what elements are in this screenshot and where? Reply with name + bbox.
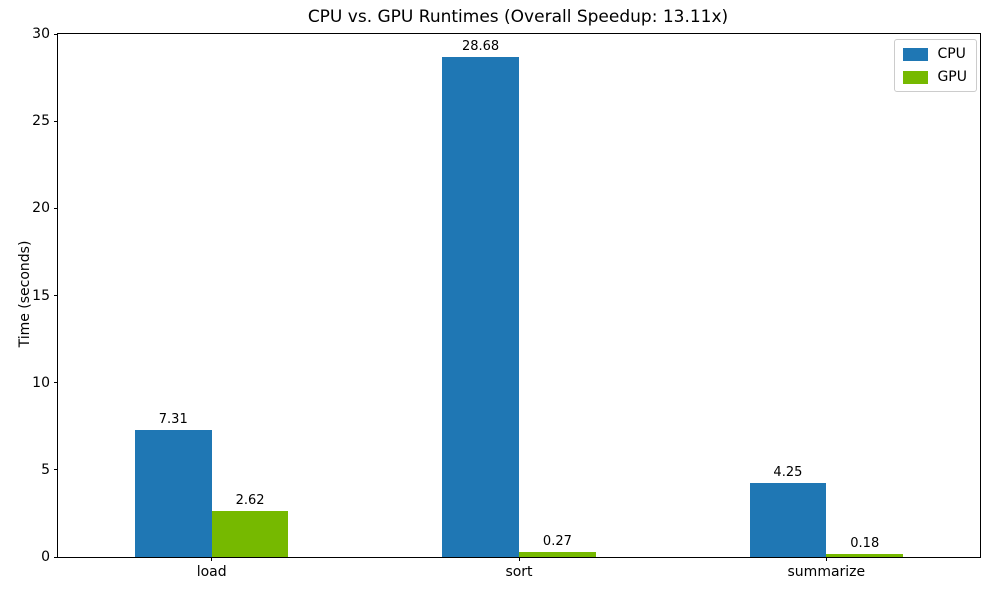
y-tick-label: 30 [32,26,50,42]
bar-value-label: 28.68 [461,39,500,55]
y-tick-mark [54,382,58,384]
legend-label: CPU [937,46,966,62]
bar-gpu-load [211,511,289,557]
bar-gpu-sort [519,552,596,557]
x-tick-mark [211,557,213,561]
x-tick-mark [518,557,520,561]
y-tick-label: 20 [32,200,50,217]
y-tick-label: 25 [32,113,50,130]
legend: CPU GPU [894,39,977,92]
bar-cpu-sort [442,57,519,557]
legend-entry-cpu: CPU [903,46,967,62]
x-tick-label-sort: sort [505,564,533,580]
legend-swatch-cpu [903,47,929,61]
y-tick-label: 15 [32,287,50,304]
plot-area: 0 5 10 15 20 25 30 load sort summarize 7.31 2.62 2… [32,26,981,580]
y-tick-mark [54,556,58,558]
bar-value-label: 0.18 [850,535,880,551]
bar-value-label: 4.25 [773,464,803,480]
y-tick-mark [54,33,58,35]
legend-swatch-gpu [903,70,929,84]
x-tick-label-summarize: summarize [787,564,866,580]
x-tick-label-load: load [196,564,227,580]
bar-gpu-summarize [826,553,904,557]
chart-title: CPU vs. GPU Runtimes (Overall Speedup: 1… [307,7,729,27]
legend-entry-gpu: GPU [903,69,967,85]
y-tick-label: 0 [41,549,50,565]
y-tick-mark [54,207,58,209]
y-tick-mark [54,120,58,122]
bar-value-label: 7.31 [158,411,188,427]
y-axis-label: Time (seconds) [17,240,33,348]
y-tick-label: 10 [32,374,50,391]
bar-value-label: 0.27 [542,534,572,550]
y-tick-label: 5 [41,461,50,478]
y-tick-mark [54,469,58,471]
bar-cpu-load [134,429,212,557]
x-tick-mark [825,557,827,561]
y-tick-mark [54,295,58,296]
bar-cpu-summarize [749,482,827,557]
legend-label: GPU [937,69,967,85]
bar-value-label: 2.62 [235,493,265,509]
